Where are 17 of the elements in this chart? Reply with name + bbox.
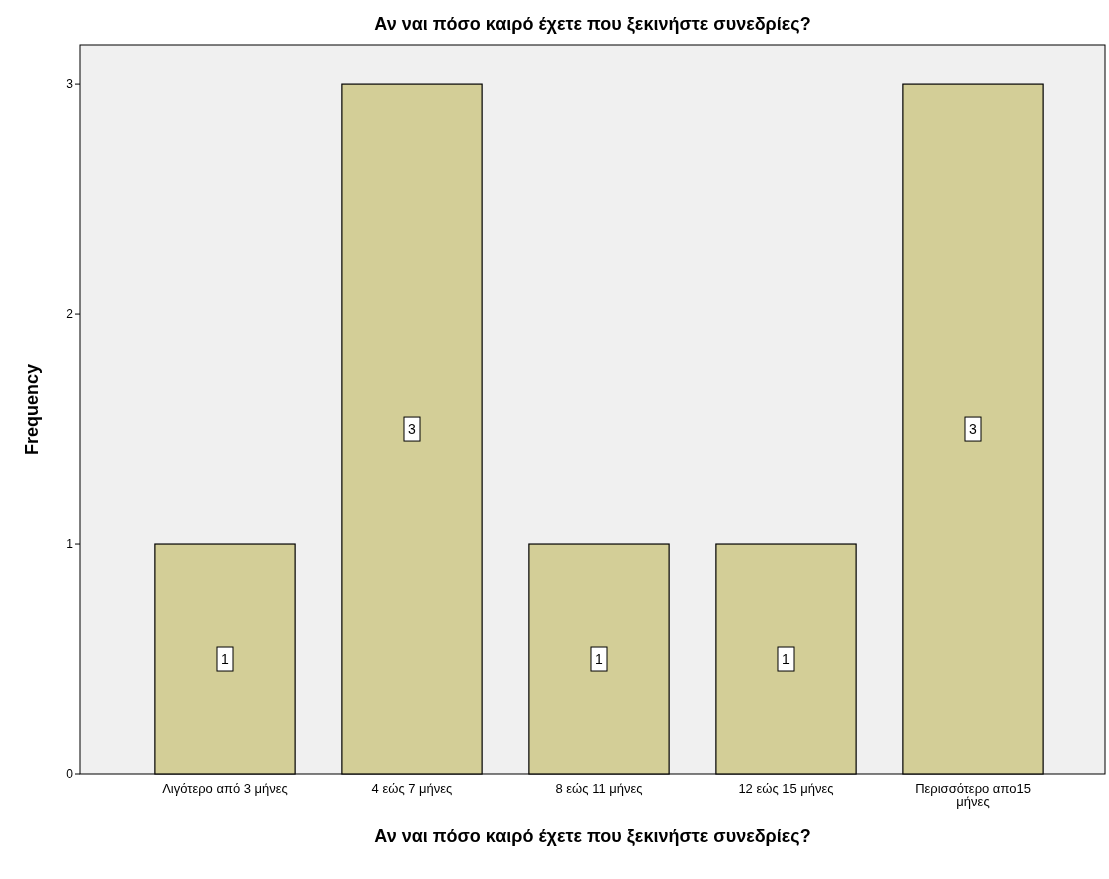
y-tick-label: 3 [66,77,74,92]
data-label: 1 [782,651,791,668]
x-tick-label: Περισσότερο απο15 μήνες [915,781,1031,809]
y-tick-label: 2 [66,307,74,322]
x-tick-label: Λιγότερο από 3 μήνες [162,781,288,796]
x-axis-title: Αν ναι πόσο καιρό έχετε που ξεκινήστε συνεδρίες? [374,826,811,847]
x-tick-label: 8 εώς 11 μήνες [555,781,643,796]
y-tick-label: 0 [66,767,74,781]
y-tick-label: 1 [66,537,74,552]
data-label: 1 [595,651,604,668]
data-label: 1 [221,651,230,668]
x-tick-label: 12 εώς 15 μήνες [738,781,834,796]
chart-title: Αν ναι πόσο καιρό έχετε που ξεκινήστε συνεδρίες? [374,14,811,35]
y-axis-title: Frequency [22,363,42,456]
data-label: 3 [969,421,978,438]
data-label: 3 [408,421,417,438]
x-tick-label: 4 εώς 7 μήνες [371,781,453,796]
